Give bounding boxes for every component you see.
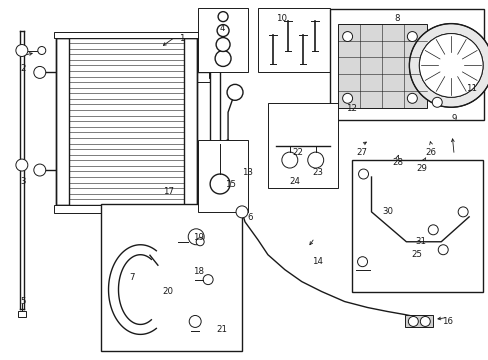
Text: 7: 7 xyxy=(129,273,135,282)
Circle shape xyxy=(16,45,28,57)
Circle shape xyxy=(457,207,467,217)
Text: 26: 26 xyxy=(425,148,436,157)
Circle shape xyxy=(216,37,229,51)
Circle shape xyxy=(431,97,441,107)
Text: 2: 2 xyxy=(20,64,25,73)
Text: 9: 9 xyxy=(450,114,456,123)
Circle shape xyxy=(16,159,28,171)
Circle shape xyxy=(218,12,227,22)
Circle shape xyxy=(358,169,368,179)
Circle shape xyxy=(420,316,429,327)
Bar xyxy=(198,140,247,212)
Text: 12: 12 xyxy=(346,104,356,113)
Bar xyxy=(184,37,197,205)
Text: 30: 30 xyxy=(381,207,392,216)
Text: 3: 3 xyxy=(20,177,25,186)
Circle shape xyxy=(189,315,201,328)
Bar xyxy=(267,103,337,188)
Bar xyxy=(405,315,432,328)
Text: 19: 19 xyxy=(192,233,203,242)
Text: 21: 21 xyxy=(216,325,227,334)
Circle shape xyxy=(188,229,203,245)
Bar xyxy=(101,204,242,351)
Circle shape xyxy=(215,50,230,67)
Text: 23: 23 xyxy=(311,167,323,176)
Bar xyxy=(209,164,217,176)
Text: 25: 25 xyxy=(411,250,422,259)
Text: 11: 11 xyxy=(465,84,476,93)
Circle shape xyxy=(357,257,367,267)
Circle shape xyxy=(38,46,46,54)
Circle shape xyxy=(427,225,437,235)
Text: 28: 28 xyxy=(391,158,402,167)
Bar xyxy=(18,311,26,318)
Circle shape xyxy=(307,152,323,168)
Text: 27: 27 xyxy=(355,148,366,157)
Bar xyxy=(329,9,483,120)
Bar xyxy=(351,160,482,292)
Circle shape xyxy=(407,93,416,103)
Text: 20: 20 xyxy=(163,287,173,296)
Text: 18: 18 xyxy=(192,267,203,276)
Text: 17: 17 xyxy=(163,188,173,197)
Text: 1: 1 xyxy=(179,34,184,43)
Text: 15: 15 xyxy=(224,180,235,189)
Text: 31: 31 xyxy=(415,237,426,246)
Text: 14: 14 xyxy=(311,257,323,266)
Circle shape xyxy=(408,24,488,107)
Circle shape xyxy=(342,93,352,103)
Text: 6: 6 xyxy=(247,213,252,222)
Bar xyxy=(56,37,197,205)
Bar xyxy=(56,37,68,205)
Circle shape xyxy=(419,33,482,97)
Text: 5: 5 xyxy=(20,297,25,306)
Text: 13: 13 xyxy=(242,167,253,176)
Circle shape xyxy=(437,245,447,255)
Bar xyxy=(54,205,199,213)
Bar xyxy=(209,67,217,78)
Text: 29: 29 xyxy=(415,163,426,172)
Text: 8: 8 xyxy=(394,14,399,23)
Text: 10: 10 xyxy=(276,14,287,23)
Text: 22: 22 xyxy=(292,148,303,157)
Circle shape xyxy=(196,238,203,246)
Circle shape xyxy=(34,164,46,176)
Bar xyxy=(337,24,427,108)
Text: 24: 24 xyxy=(289,177,300,186)
Circle shape xyxy=(203,275,213,285)
Circle shape xyxy=(34,67,46,78)
Bar xyxy=(210,68,220,292)
Bar xyxy=(54,32,199,37)
Text: 16: 16 xyxy=(441,317,452,326)
Circle shape xyxy=(226,84,243,100)
Circle shape xyxy=(281,152,297,168)
Text: 4: 4 xyxy=(219,24,224,33)
Circle shape xyxy=(342,32,352,41)
Bar xyxy=(258,8,329,72)
Circle shape xyxy=(407,32,416,41)
Circle shape xyxy=(210,174,229,194)
Circle shape xyxy=(217,24,228,37)
Circle shape xyxy=(236,206,247,218)
Bar xyxy=(198,8,247,72)
Circle shape xyxy=(407,316,417,327)
